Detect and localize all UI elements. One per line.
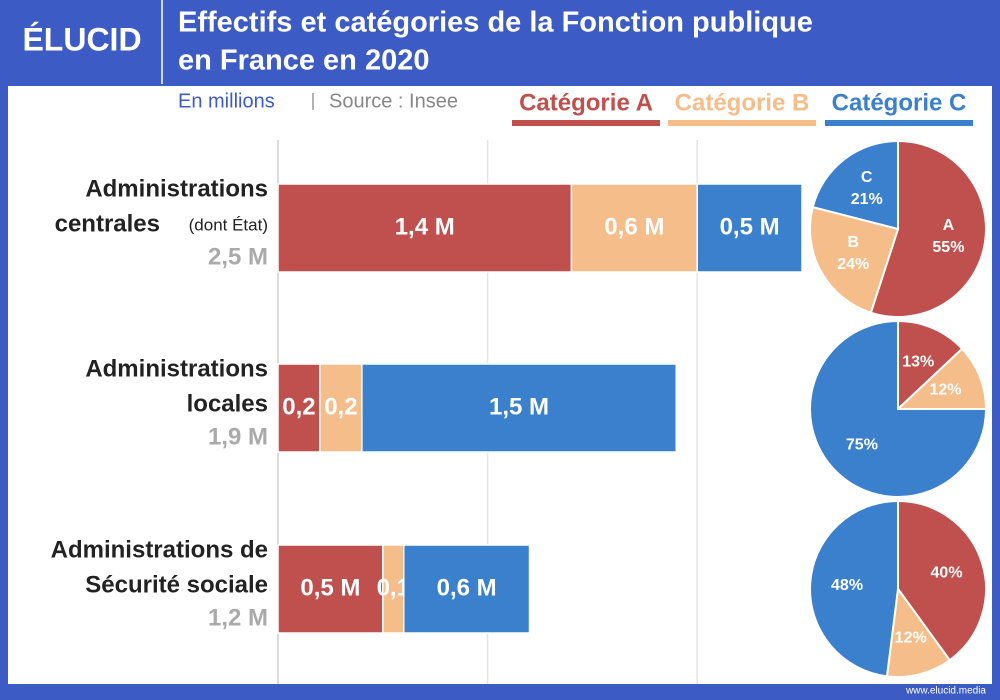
slice-name: C bbox=[861, 169, 873, 186]
bar-segment bbox=[277, 183, 573, 273]
value-label: 1,5 M bbox=[489, 393, 549, 420]
category-label: Administrations de bbox=[51, 536, 268, 563]
value-label: 0,6 M bbox=[437, 574, 497, 601]
slice-label: 12% bbox=[929, 381, 961, 398]
slice-label: 21% bbox=[851, 191, 883, 208]
bar-segment bbox=[277, 363, 321, 453]
slice-label: 55% bbox=[932, 239, 964, 256]
slice-label: 48% bbox=[831, 577, 863, 594]
category-total: 1,9 M bbox=[208, 423, 268, 450]
pie-slice bbox=[897, 319, 964, 412]
bar-segment bbox=[319, 363, 363, 453]
footer: www.elucid.media bbox=[905, 686, 986, 697]
slice-label: 24% bbox=[837, 256, 869, 273]
pie-slice bbox=[809, 205, 900, 314]
slice-label: 13% bbox=[902, 353, 934, 370]
category-label: Administrations bbox=[85, 355, 268, 382]
logo: ÉLUCID bbox=[22, 21, 141, 57]
legend-swatch bbox=[825, 120, 973, 126]
bar-segment bbox=[361, 363, 677, 453]
legend-swatch bbox=[668, 120, 816, 126]
category-label: Sécurité sociale bbox=[85, 571, 268, 598]
title-line: Effectifs et catégories de la Fonction p… bbox=[178, 7, 813, 39]
pie-slice bbox=[895, 347, 988, 410]
value-label: 0,5 M bbox=[300, 574, 360, 601]
bar-segment bbox=[403, 544, 531, 634]
slice-label: 12% bbox=[895, 630, 927, 647]
source: Source : Insee bbox=[329, 90, 458, 112]
value-label: 0,6 M bbox=[604, 213, 664, 240]
bar-segment bbox=[277, 544, 384, 634]
value-label: 0,5 M bbox=[720, 213, 780, 240]
bar-segment bbox=[570, 183, 698, 273]
value-label: 0,2 bbox=[324, 393, 357, 420]
pie-slice bbox=[897, 499, 987, 662]
legend-label: Catégorie B bbox=[675, 89, 810, 116]
slice-name: A bbox=[943, 217, 955, 234]
category-total: 1,2 M bbox=[208, 604, 268, 631]
slice-label: 75% bbox=[846, 436, 878, 453]
pie-slice bbox=[809, 499, 899, 678]
bar-segment bbox=[696, 183, 803, 273]
title-line: en France en 2020 bbox=[178, 45, 429, 77]
value-label: 1,4 M bbox=[395, 213, 455, 240]
legend-swatch bbox=[512, 120, 660, 126]
pie-slice bbox=[811, 139, 899, 231]
category-label: Administrations bbox=[85, 175, 268, 202]
pie-slice bbox=[809, 319, 988, 498]
category-total: 2,5 M bbox=[208, 243, 268, 270]
legend-label: Catégorie C bbox=[832, 89, 967, 116]
category-label: centrales bbox=[55, 210, 160, 237]
value-label: 0,2 bbox=[282, 393, 315, 420]
subtitle: En millions bbox=[178, 90, 275, 112]
category-label: locales bbox=[187, 390, 268, 417]
legend-label: Catégorie A bbox=[519, 89, 653, 116]
pie-slice bbox=[885, 586, 952, 678]
slice-name: B bbox=[847, 234, 859, 251]
pie-slice bbox=[869, 139, 987, 318]
slice-label: 40% bbox=[931, 564, 963, 581]
category-note: (dont État) bbox=[189, 215, 268, 234]
